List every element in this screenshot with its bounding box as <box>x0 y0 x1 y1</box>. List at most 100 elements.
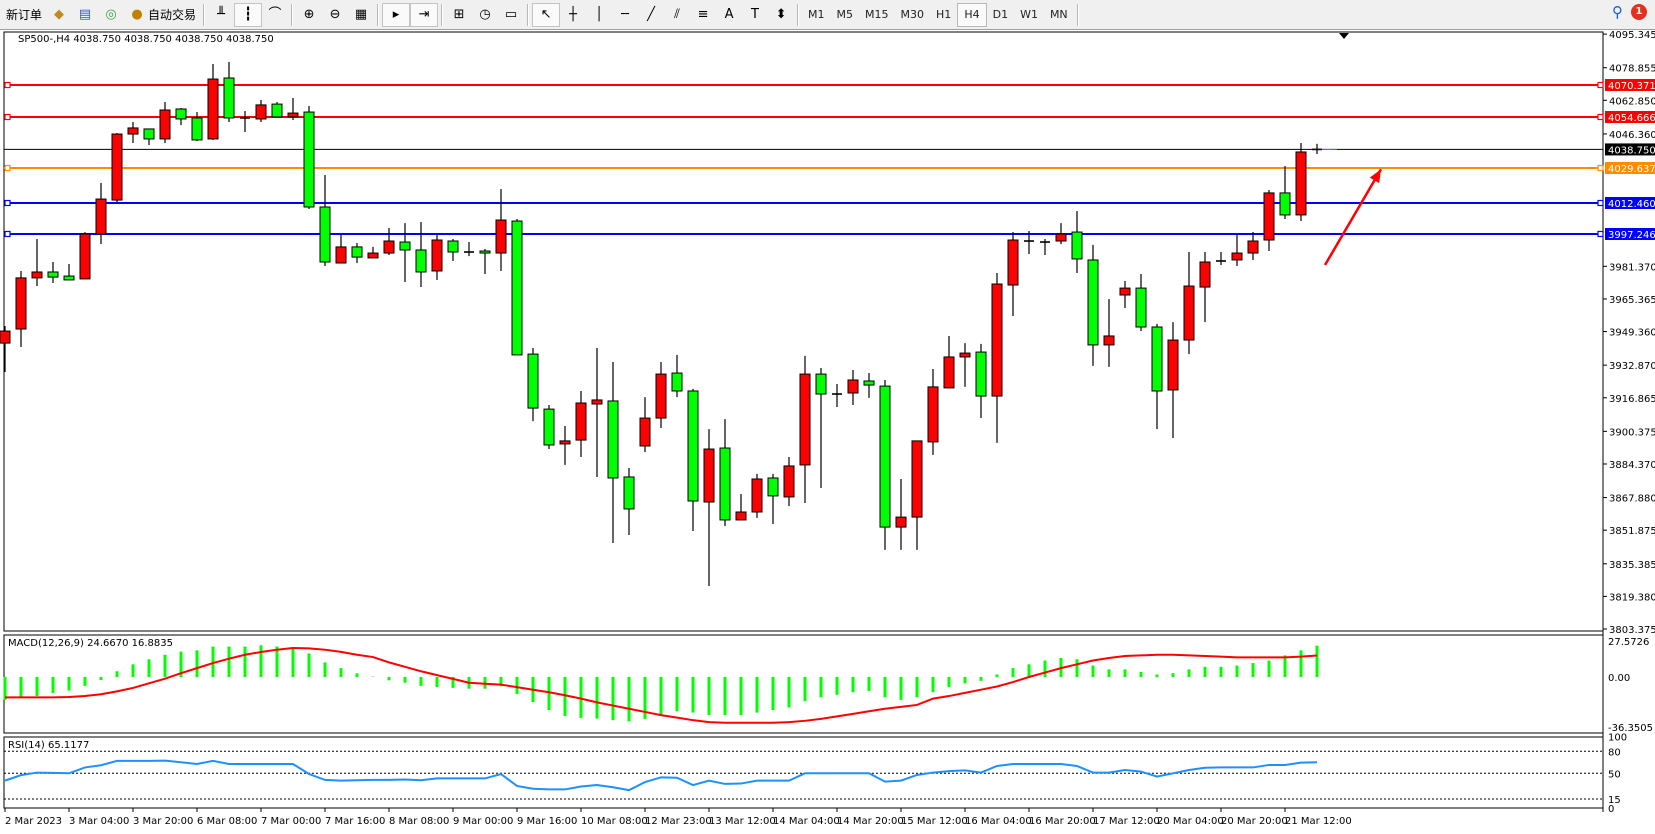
candle-body <box>1103 335 1115 346</box>
tile-windows-icon: ▦ <box>354 6 368 22</box>
level-handle[interactable] <box>4 199 11 207</box>
crosshair-button[interactable]: ┼ <box>560 3 586 27</box>
zoom-out-button[interactable]: ⊖ <box>322 3 348 27</box>
text-button[interactable]: A <box>716 3 742 27</box>
candle <box>1312 143 1322 155</box>
auto-trading-button[interactable]: ● 自动交易 <box>124 3 200 27</box>
candle-body <box>79 233 91 280</box>
text-label-button[interactable]: T <box>742 3 768 27</box>
chart-shift-marker[interactable] <box>1339 33 1349 39</box>
candle-body <box>447 240 459 253</box>
level-handle-right[interactable] <box>1597 81 1604 89</box>
level-price-label: 4054.666 <box>1608 113 1655 124</box>
level-handle-right[interactable] <box>1597 164 1604 172</box>
new-order-button[interactable]: 新订单 <box>0 3 46 27</box>
horizontal-levels <box>4 81 1604 238</box>
level-handle-right[interactable] <box>1597 199 1604 207</box>
level-handle-right[interactable] <box>1597 113 1604 121</box>
candle <box>511 219 523 356</box>
price-tick-label: 3884.370 <box>1609 460 1655 471</box>
candle-body <box>1263 192 1275 241</box>
trendline-button[interactable]: ╱ <box>638 3 664 27</box>
candle-body <box>783 465 795 498</box>
tile-windows-button[interactable]: ▦ <box>348 3 374 27</box>
arrow-annotation[interactable] <box>1323 168 1383 266</box>
line-chart-icon: ⌒ <box>268 6 282 22</box>
time-tick-label: 2 Mar 2023 <box>5 816 62 827</box>
data-window-button[interactable]: ▤ <box>72 3 98 27</box>
vertical-line-button[interactable]: │ <box>586 3 612 27</box>
level-handle[interactable] <box>4 230 11 238</box>
candle <box>1279 166 1291 220</box>
horizontal-line-button[interactable]: ─ <box>612 3 638 27</box>
time-tick-label: 16 Mar 20:00 <box>1029 816 1096 827</box>
candle <box>1167 322 1179 439</box>
candle <box>1295 143 1307 222</box>
timeframe-m15[interactable]: M15 <box>865 7 889 21</box>
level-handle[interactable] <box>4 81 11 89</box>
candle <box>943 335 955 389</box>
search-icon[interactable]: ⚲ <box>1612 3 1623 21</box>
candle <box>191 112 203 141</box>
price-tick-label: 3932.870 <box>1609 361 1655 372</box>
main-pane <box>3 31 1604 632</box>
candle <box>1247 232 1259 260</box>
timeframe-m1[interactable]: M1 <box>808 7 825 21</box>
zoom-out-icon: ⊖ <box>329 6 341 22</box>
level-handle-right[interactable] <box>1597 230 1604 238</box>
zoom-in-button[interactable]: ⊕ <box>296 3 322 27</box>
candle <box>287 97 299 120</box>
candle-body <box>671 372 683 392</box>
toolbar-separator <box>203 3 206 26</box>
equidistant-channel-button[interactable]: ⫽ <box>664 3 690 27</box>
candle <box>1007 232 1019 316</box>
timeframe-h1[interactable]: H1 <box>936 7 952 21</box>
candle-body <box>415 249 427 273</box>
notification-badge[interactable]: 1 <box>1631 4 1647 20</box>
periods-button[interactable]: ◷ <box>472 3 498 27</box>
level-price-tag <box>1605 161 1655 174</box>
level-handle[interactable] <box>4 113 11 121</box>
level-handle[interactable] <box>4 164 11 172</box>
candlestick-button[interactable]: ┇ <box>234 2 263 27</box>
timeframe-d1[interactable]: D1 <box>992 7 1009 21</box>
chart-shift-button[interactable]: ⇥ <box>410 2 439 27</box>
macd-tick-label: 0.00 <box>1608 673 1630 684</box>
toolbar-separator <box>797 3 800 26</box>
equidistant-channel-icon: ⫽ <box>674 6 680 22</box>
line-chart-button[interactable]: ⌒ <box>262 3 288 27</box>
timeframe-w1[interactable]: W1 <box>1020 7 1038 21</box>
timeframe-m30[interactable]: M30 <box>900 7 925 21</box>
cursor-button[interactable]: ↖ <box>532 2 561 27</box>
market-watch-icon: ◆ <box>54 6 65 22</box>
auto-trading-label: 自动交易 <box>148 8 197 22</box>
time-tick-label: 7 Mar 00:00 <box>261 816 321 827</box>
market-watch-button[interactable]: ◆ <box>46 3 72 27</box>
auto-trading-icon: ● <box>131 6 143 22</box>
arrows-button[interactable]: ⬍ <box>768 3 794 27</box>
chart-window[interactable]: 4095.345 4078.855 4062.850 4046.360 3981.370… <box>0 30 1655 834</box>
toolbar-separator <box>527 3 530 26</box>
candle <box>367 246 379 259</box>
candle <box>240 111 250 133</box>
templates-button[interactable]: ▭ <box>498 3 524 27</box>
candle-body <box>159 109 171 140</box>
time-tick-label: 13 Mar 12:00 <box>709 816 776 827</box>
candle-body <box>255 104 267 120</box>
crosshair-icon: ┼ <box>569 6 577 22</box>
candle-body <box>1295 151 1307 216</box>
level-price-label: 4070.371 <box>1608 81 1655 92</box>
timeframe-h4[interactable]: H4 <box>957 2 987 27</box>
auto-scroll-button[interactable]: ▸ <box>382 2 411 27</box>
fibonacci-button[interactable]: ≡ <box>690 3 716 27</box>
navigator-button[interactable]: ◎ <box>98 3 124 27</box>
indicators-button[interactable]: ⊞ <box>446 3 472 27</box>
bar-chart-button[interactable]: ╨ <box>208 3 234 27</box>
candle <box>575 390 587 457</box>
data-window-icon: ▤ <box>78 6 92 22</box>
candle <box>1231 234 1243 267</box>
candle <box>815 367 827 488</box>
timeframe-m5[interactable]: M5 <box>836 7 854 21</box>
timeframe-mn[interactable]: MN <box>1049 7 1068 21</box>
candle-body <box>655 373 667 419</box>
